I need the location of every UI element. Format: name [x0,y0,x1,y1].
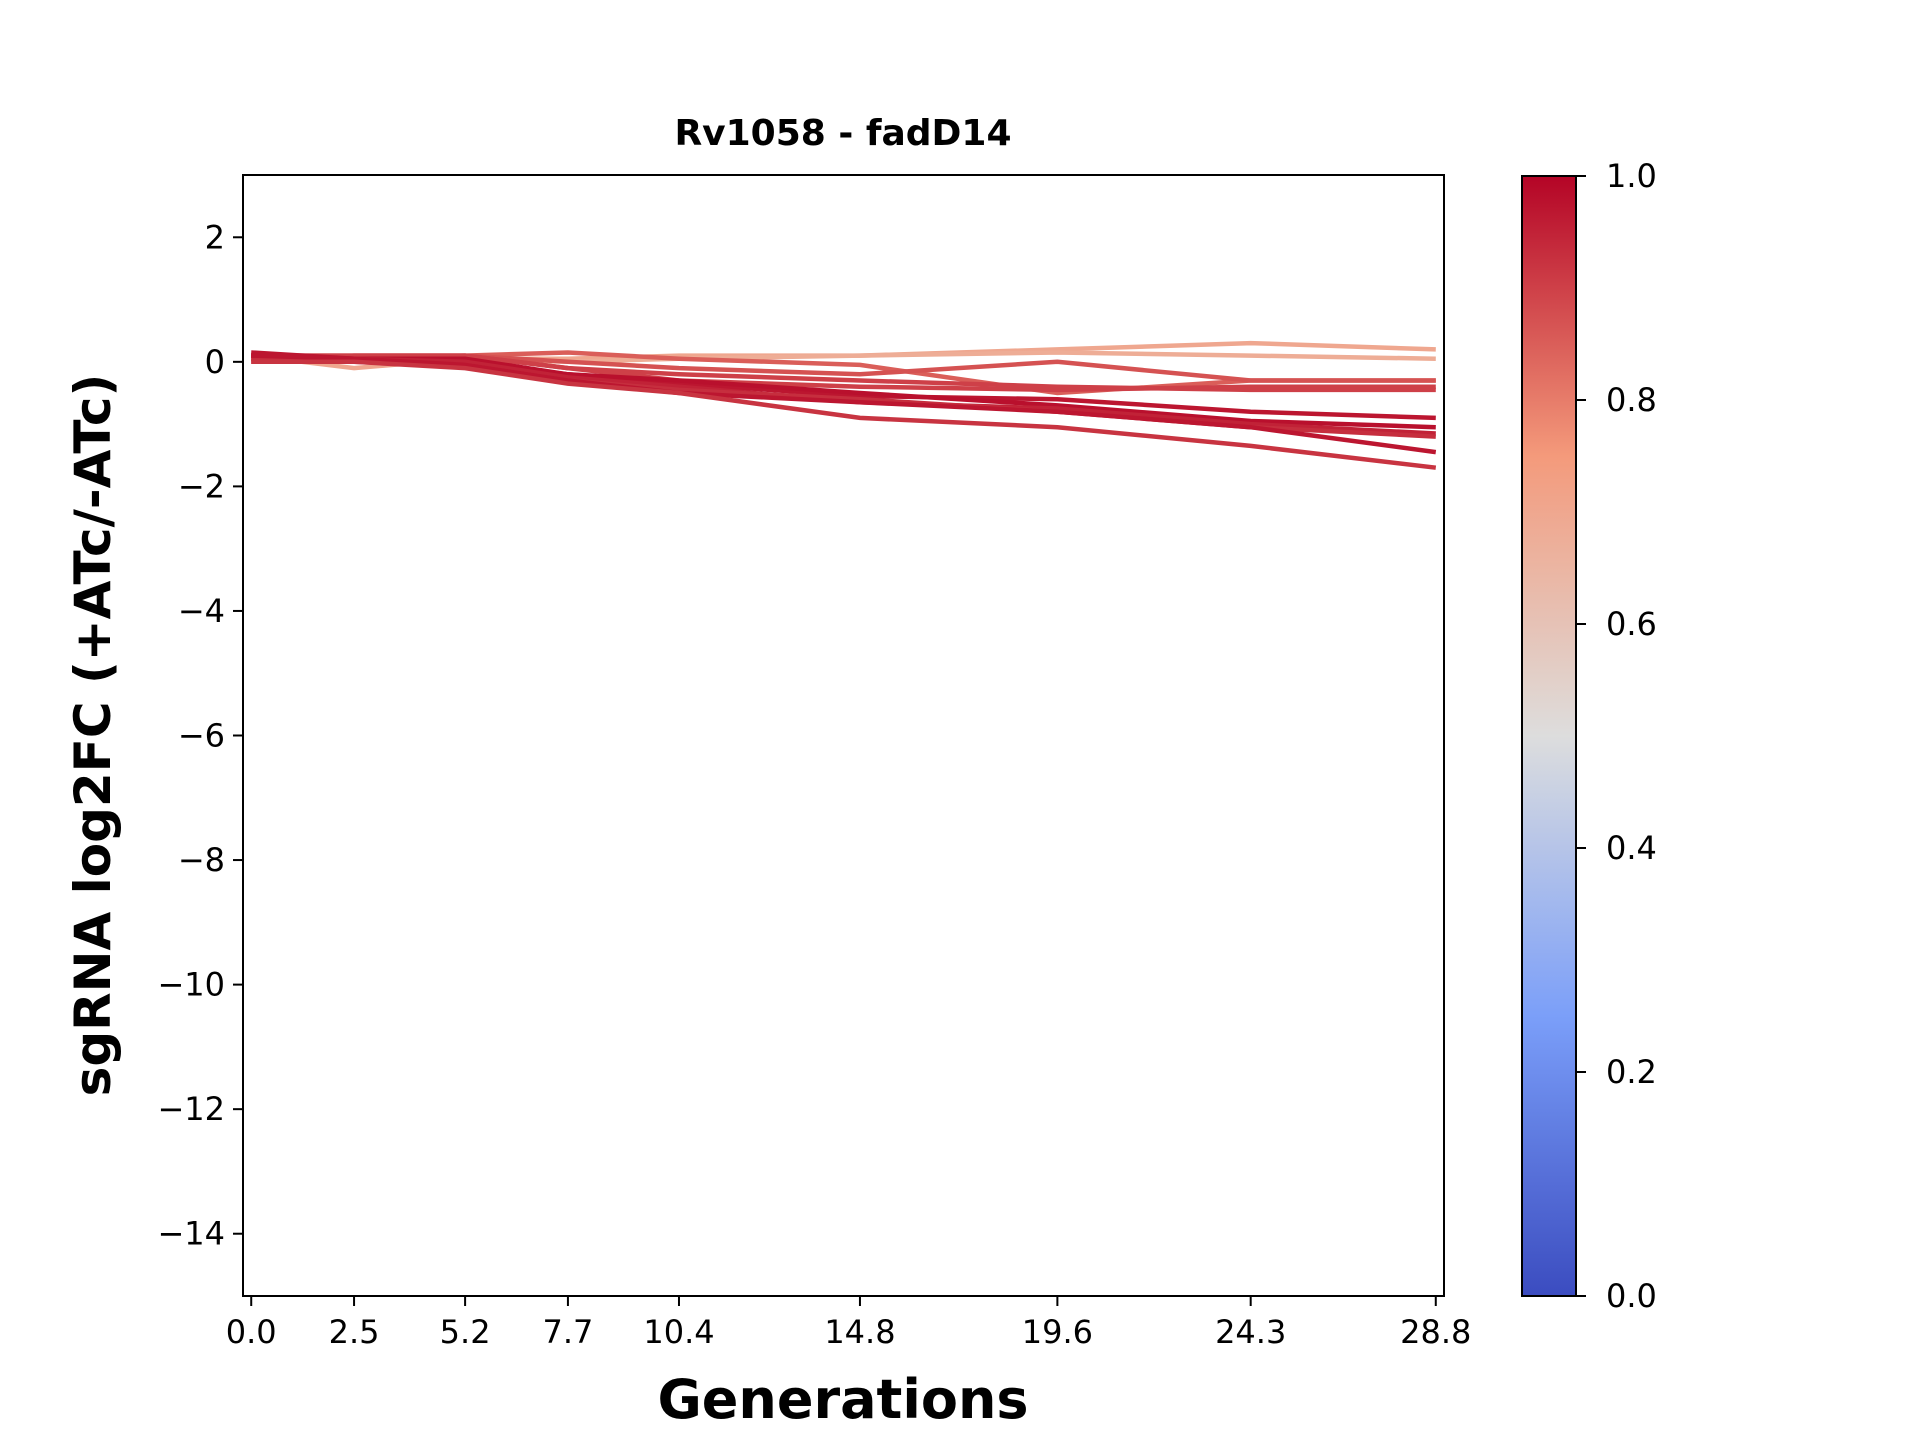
series-line-12 [251,359,1437,470]
colorbar-tick-label: 0.0 [1606,1277,1657,1315]
colorbar-tick-label: 1.0 [1606,157,1657,195]
colorbar-tick-label: 0.2 [1606,1053,1657,1091]
x-tick-label: 28.8 [1400,1313,1471,1351]
y-tick-label: −8 [178,841,225,879]
x-axis-label: Generations [657,1368,1028,1431]
series-line-11 [251,353,1437,455]
x-axis: 0.0 2.5 5.2 7.7 10.4 14.8 19.6 24.3 28.8 [226,1296,1471,1351]
y-tick-label: −14 [157,1215,225,1253]
y-tick-label: 0 [205,343,225,381]
x-tick-label: 5.2 [440,1313,491,1351]
x-tick-label: 24.3 [1215,1313,1286,1351]
y-tick-label: −12 [157,1090,225,1128]
y-axis-label: sgRNA log2FC (+ATc/-ATc) [64,374,122,1097]
colorbar-axis: 0.0 0.2 0.4 0.6 0.8 1.0 [1576,157,1657,1315]
y-tick-label: −6 [178,717,225,755]
colorbar-tick-label: 0.4 [1606,829,1657,867]
colorbar-tick-label: 0.8 [1606,381,1657,419]
chart-title: Rv1058 - fadD14 [674,113,1011,154]
x-tick-label: 19.6 [1022,1313,1093,1351]
x-tick-label: 2.5 [329,1313,380,1351]
x-tick-label: 10.4 [643,1313,714,1351]
y-tick-label: −4 [178,592,225,630]
y-tick-label: 2 [205,218,225,256]
y-axis: 2 0 −2 −4 −6 −8 −10 −12 −14 [157,218,243,1253]
series-lines [250,340,1437,470]
y-tick-label: −10 [157,966,225,1004]
x-tick-label: 14.8 [824,1313,895,1351]
colorbar-tick-label: 0.6 [1606,605,1657,643]
colorbar [1521,175,1577,1297]
x-tick-label: 7.7 [542,1313,593,1351]
y-tick-label: −2 [178,467,225,505]
x-tick-label: 0.0 [226,1313,277,1351]
